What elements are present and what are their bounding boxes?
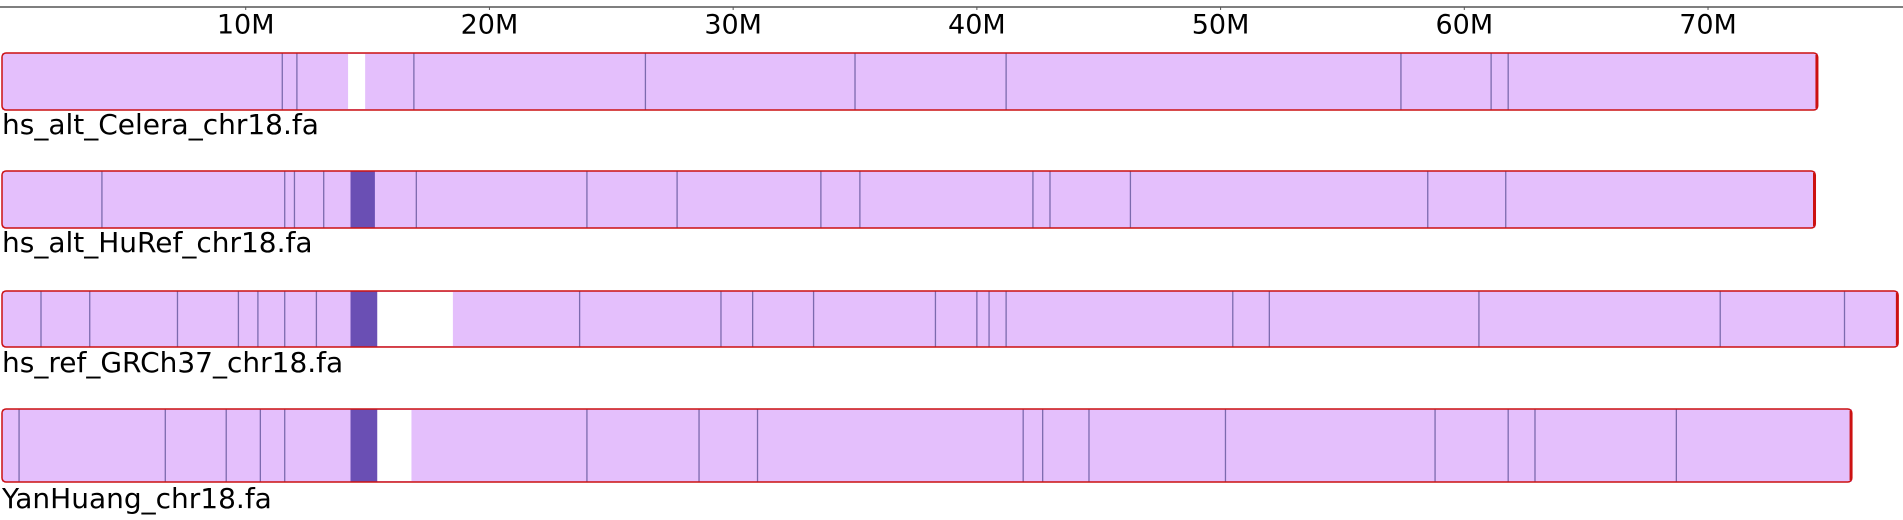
x-tick-label: 10M xyxy=(217,10,275,41)
track xyxy=(2,291,1899,347)
dense-region xyxy=(350,171,375,228)
track-name: hs_alt_Celera_chr18.fa xyxy=(2,108,319,141)
x-tick-label: 60M xyxy=(1435,10,1493,41)
gap xyxy=(348,54,366,109)
track xyxy=(2,53,1818,110)
gap xyxy=(377,292,453,346)
gap xyxy=(377,410,412,481)
track xyxy=(2,171,1816,228)
track-name: hs_alt_HuRef_chr18.fa xyxy=(2,226,313,259)
x-tick-label: 70M xyxy=(1679,10,1737,41)
track-name: hs_ref_GRCh37_chr18.fa xyxy=(2,346,343,379)
dense-region xyxy=(350,291,378,347)
x-tick-label: 20M xyxy=(461,10,519,41)
dense-region xyxy=(350,409,378,482)
track xyxy=(2,409,1852,482)
x-tick-label: 30M xyxy=(704,10,762,41)
track-name: YanHuang_chr18.fa xyxy=(1,482,272,515)
x-tick-label: 40M xyxy=(948,10,1006,41)
x-tick-label: 50M xyxy=(1192,10,1250,41)
